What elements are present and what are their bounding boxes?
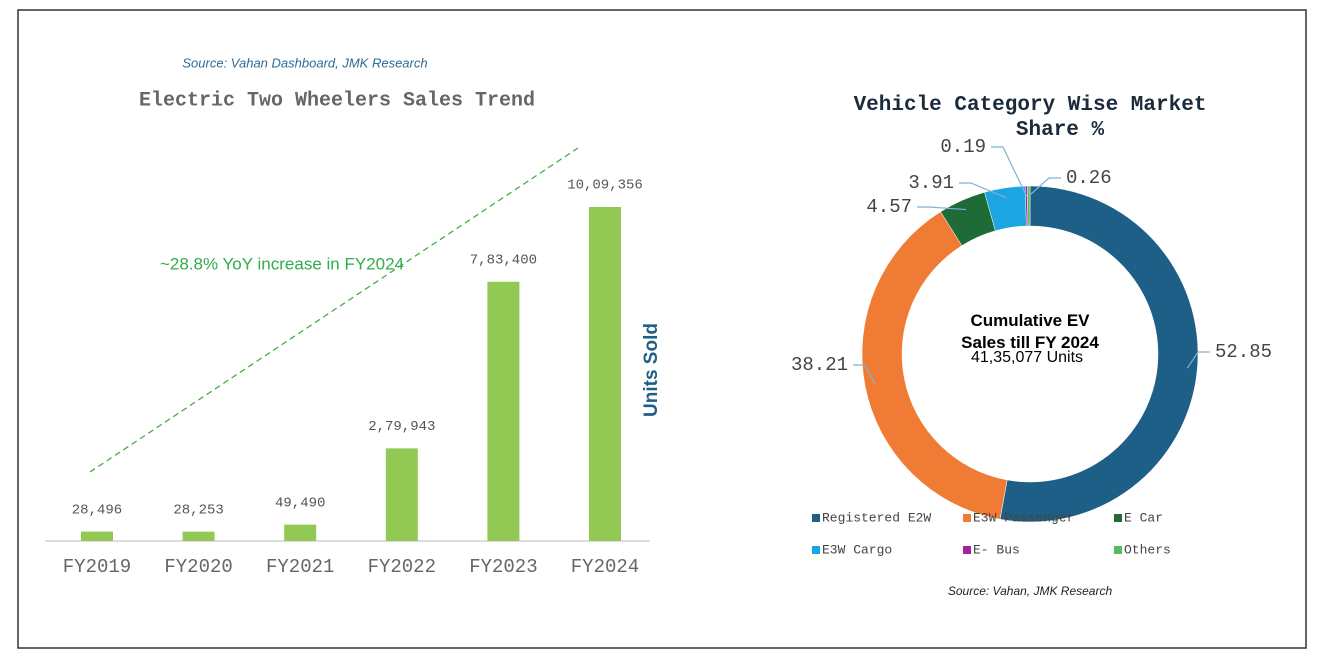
leader-line: [853, 364, 876, 385]
x-tick-label: FY2021: [266, 556, 334, 578]
bar: [284, 524, 317, 541]
legend-swatch: [812, 546, 820, 554]
data-label: 0.19: [940, 136, 986, 158]
value-label: 49,490: [275, 495, 325, 511]
data-label: 0.26: [1066, 167, 1112, 189]
frame: [17, 9, 1307, 649]
value-label: 28,496: [72, 502, 122, 518]
bar: [385, 448, 418, 541]
data-label: 4.57: [866, 196, 912, 218]
leader-line: [991, 146, 1028, 197]
data-label: 38.21: [791, 354, 848, 376]
value-label: 10,09,356: [567, 178, 643, 194]
x-tick-label: FY2022: [368, 556, 436, 578]
value-label: 7,83,400: [470, 252, 537, 268]
legend-label: Registered E2W: [822, 510, 931, 525]
leader-line: [959, 182, 1007, 199]
leader-line: [1028, 177, 1061, 197]
donut-segment: [1027, 185, 1031, 227]
bar: [81, 531, 113, 541]
y-axis-label: Units Sold: [641, 323, 662, 417]
center-value: 41,35,077 Units: [971, 349, 1083, 366]
value-label: 28,253: [173, 502, 223, 518]
x-tick-label: FY2023: [469, 556, 537, 578]
legend-label: E Car: [1124, 510, 1163, 525]
x-tick-label: FY2020: [164, 556, 232, 578]
legend-swatch: [963, 546, 971, 554]
legend-swatch: [963, 514, 971, 522]
data-label: 3.91: [908, 172, 954, 194]
donut-segment: [861, 211, 1008, 520]
bar: [182, 531, 215, 541]
x-tick-label: FY2019: [63, 556, 131, 578]
data-label: 52.85: [1215, 341, 1272, 363]
source: Source: Vahan Dashboard, JMK Research: [182, 55, 427, 70]
legend-label: E- Bus: [973, 542, 1020, 557]
legend-label: E3W Passenger: [973, 510, 1074, 525]
donut-segment: [999, 185, 1199, 523]
legend-swatch: [1114, 514, 1122, 522]
x-tick-label: FY2024: [571, 556, 639, 578]
leader-line: [1186, 351, 1210, 369]
legend-swatch: [812, 514, 820, 522]
legend-label: Others: [1124, 542, 1171, 557]
bar: [589, 207, 621, 541]
bar: [487, 281, 520, 541]
trend-line: [89, 147, 579, 473]
annotation: ~28.8% YoY increase in FY2024: [160, 254, 404, 273]
center-title: Cumulative EV Sales till FY 2024: [961, 311, 1099, 352]
legend-label: E3W Cargo: [822, 542, 892, 557]
value-label: 2,79,943: [368, 419, 435, 435]
legend-swatch: [1114, 546, 1122, 554]
chart-title: Vehicle Category Wise Market Share %: [854, 94, 1207, 142]
chart-title: Electric Two Wheelers Sales Trend: [139, 89, 535, 112]
source: Source: Vahan, JMK Research: [948, 584, 1113, 598]
leader-line: [917, 206, 966, 211]
